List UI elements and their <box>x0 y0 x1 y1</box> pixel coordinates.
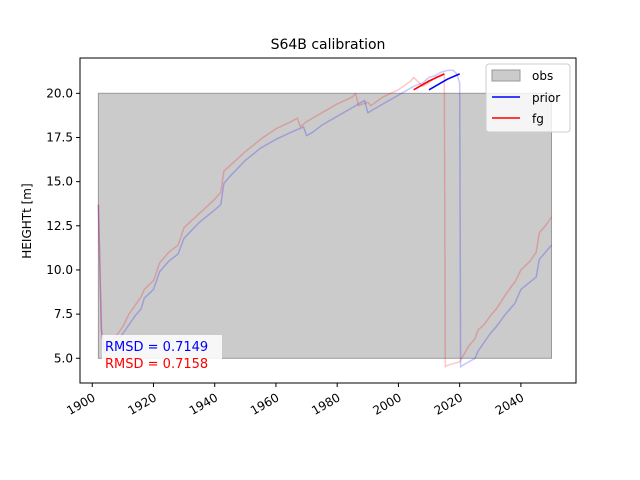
annotation-box <box>102 335 222 373</box>
series-layer <box>97 69 553 368</box>
chart-title: S64B calibration <box>271 37 386 53</box>
y-tick-label: 15.0 <box>46 175 73 189</box>
rmsd-annotations: RMSD = 0.7149 RMSD = 0.7158 <box>102 335 222 373</box>
obs-layer <box>97 92 553 359</box>
y-axis: 5.0 7.5 10.0 12.5 15.0 17.5 20.0 <box>46 86 80 365</box>
legend-obs-label: obs <box>532 69 553 83</box>
y-axis-label: HEIGHTt [m] <box>20 183 34 258</box>
legend-prior-label: prior <box>532 91 560 105</box>
legend: obs prior fg <box>485 63 571 133</box>
rmsd-prior-label: RMSD = 0.7149 <box>105 340 208 355</box>
series-prior-main <box>428 73 461 91</box>
y-tick-label: 20.0 <box>46 86 73 100</box>
rmsd-fg-label: RMSD = 0.7158 <box>105 357 208 372</box>
plot-frame <box>79 57 577 384</box>
y-tick-label: 10.0 <box>46 263 73 277</box>
y-tick-label: 7.5 <box>54 307 73 321</box>
obs-range-box <box>97 92 553 359</box>
y-tick-label: 5.0 <box>54 351 73 365</box>
y-tick-label: 17.5 <box>46 130 73 144</box>
y-tick-label: 12.5 <box>46 219 73 233</box>
legend-obs-swatch <box>491 69 521 82</box>
series-fg-main <box>413 73 445 91</box>
plot-area <box>79 57 577 384</box>
series-fg-ensemble-faded <box>97 73 553 368</box>
series-prior-ensemble-faded <box>97 69 553 368</box>
legend-fg-label: fg <box>532 112 544 126</box>
